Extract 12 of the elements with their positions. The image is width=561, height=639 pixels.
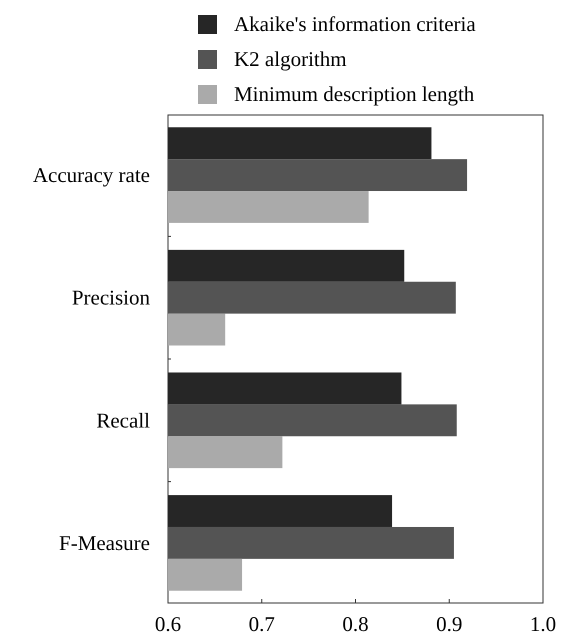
legend-label: Akaike's information criteria [234, 12, 476, 36]
y-tick-label: Accuracy rate [32, 163, 150, 188]
x-tick-label: 0.6 [154, 612, 182, 636]
legend-label: K2 algorithm [234, 47, 347, 71]
legend-label: Minimum description length [234, 82, 475, 106]
x-tick-label: 0.8 [342, 612, 369, 636]
y-tick-label: Recall [96, 408, 150, 432]
y-tick-label: F-Measure [59, 530, 150, 555]
x-tick-label: 1.0 [530, 612, 556, 636]
y-tick-label: Precision [72, 286, 150, 310]
x-tick-label: 0.9 [436, 612, 462, 636]
x-tick-label: 0.7 [248, 612, 275, 636]
